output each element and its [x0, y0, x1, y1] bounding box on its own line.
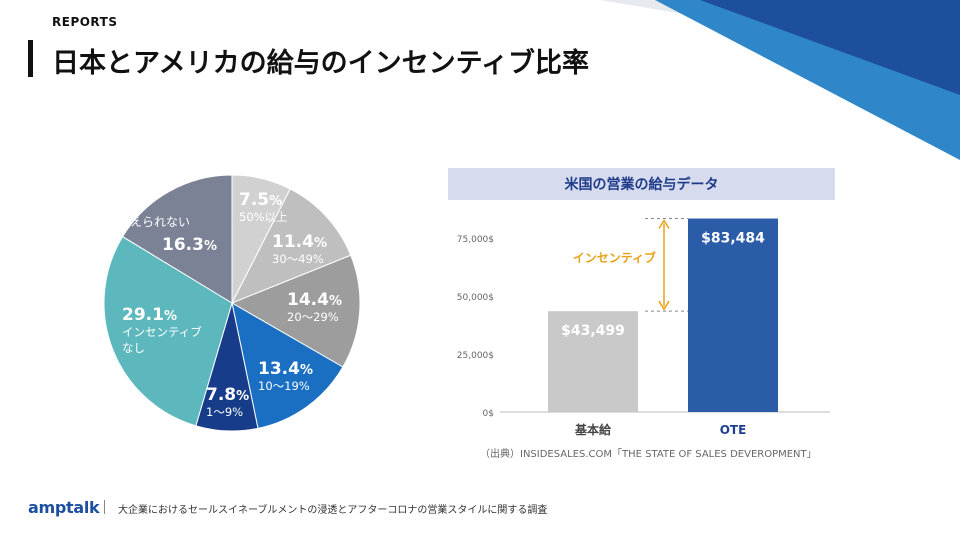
pie-slice [231, 302, 344, 429]
title-accent-bar [28, 40, 33, 77]
pie-category-label: 20〜29% [287, 310, 339, 324]
pie-value-label: 11.4% [272, 232, 327, 252]
section-label: REPORTS [52, 15, 118, 29]
pie-category-label: 30〜49% [272, 252, 324, 266]
source-note: （出典）INSIDESALES.COM「THE STATE OF SALES D… [480, 449, 817, 460]
pie-slice [230, 254, 361, 368]
bar-value-label: $83,484 [701, 231, 765, 247]
pie-value-label: 7.8% [206, 385, 249, 405]
pie-category-label: 10〜19% [258, 379, 310, 393]
pie-value-label: 7.5% [239, 190, 282, 210]
footer-divider [104, 500, 105, 514]
y-tick-label: 0$ [483, 409, 494, 419]
x-category-label: 基本給 [574, 422, 612, 437]
pie-category-label: インセンティブ [122, 325, 202, 339]
arrow-head-down [658, 300, 670, 311]
pie-category-label: 50%以上 [239, 210, 288, 224]
y-tick-label: 75,000$ [457, 235, 494, 245]
pie-category-label: 1〜9% [206, 405, 243, 419]
y-tick-label: 25,000$ [457, 351, 494, 361]
footer-text: 大企業におけるセールスイネーブルメントの浸透とアフターコロナの営業スタイルに関す… [118, 505, 548, 516]
x-category-label: OTE [720, 423, 747, 437]
pie-value-label: 16.3% [162, 235, 217, 255]
pie-category-label: なし [122, 341, 145, 355]
incentive-annotation: インセンティブ [573, 250, 656, 265]
arrow-head-up [658, 219, 670, 229]
pie-value-label: 14.4% [287, 290, 342, 310]
pie-slice [121, 174, 233, 304]
pie-slice [230, 188, 352, 304]
pie-value-label: 13.4% [258, 359, 313, 379]
page-title: 日本とアメリカの給与のインセンティブ比率 [52, 48, 590, 79]
footer-logo: amptalk [28, 498, 100, 517]
bar-chart-title: 米国の営業の給与データ [448, 168, 835, 200]
pie-value-label: 29.1% [122, 305, 177, 325]
bar-value-label: $43,499 [561, 323, 625, 339]
pie-chart: 7.5%50%以上 11.4%30〜49% 14.4%20〜29% 13.4%10〜1… [103, 174, 361, 432]
bar-chart: 0$ 25,000$ 50,000$ 75,000$ $43,499 基本給 $83,484… [457, 218, 830, 437]
bar [688, 218, 778, 412]
corner-dark-band [700, 0, 960, 95]
pie-category-label: 答えられない [118, 214, 190, 229]
bar [548, 311, 638, 412]
y-tick-label: 50,000$ [457, 293, 494, 303]
